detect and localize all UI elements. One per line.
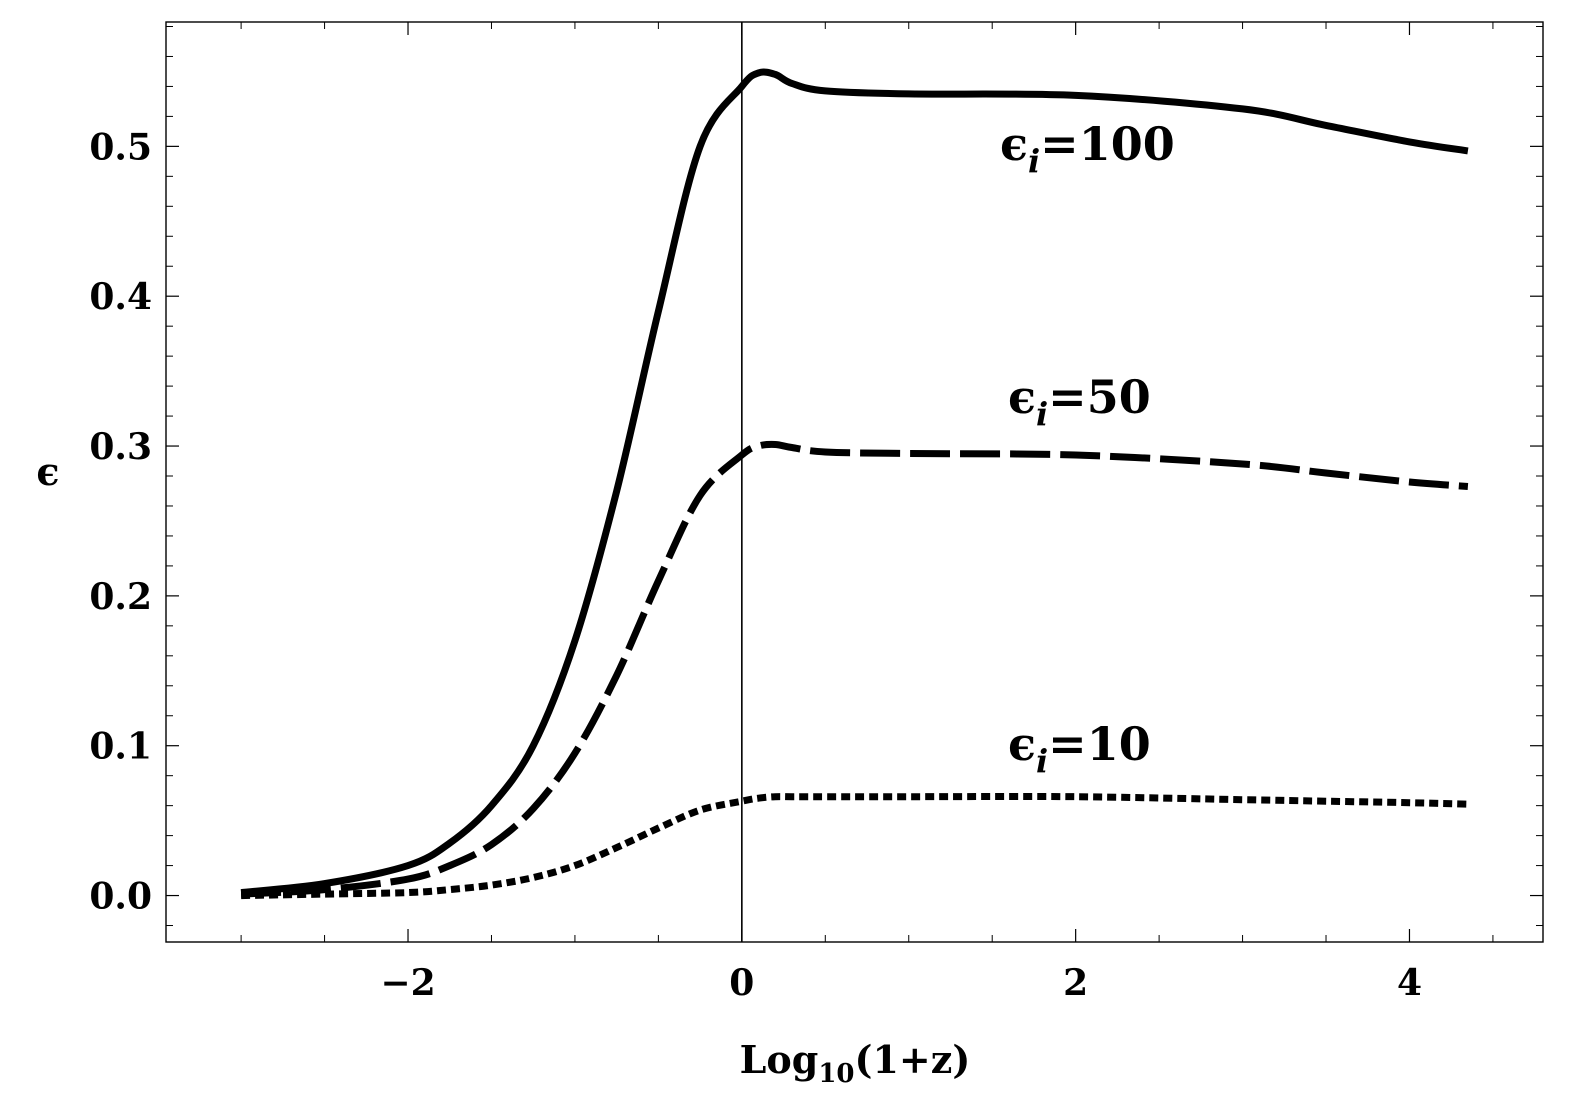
y-tick-labels: 0.0 0.1 0.2 0.3 0.4 0.5 [89,126,152,917]
plot-frame [165,21,1544,943]
x-tick-label: 2 [1063,962,1088,1004]
series-label: ϵi=100 [1000,117,1175,180]
x-axis-title-subscript: 10 [818,1059,854,1089]
series-label: ϵi=10 [1008,717,1151,780]
series-label-base: ϵ [1008,370,1036,424]
series-label-rest: =50 [1048,370,1151,424]
series-label-rest: =100 [1040,117,1175,171]
y-tick-label: 0.0 [89,876,152,918]
plot-area-border [165,21,1544,943]
series-label-subscript: i [1036,742,1048,780]
series-label-subscript: i [1028,142,1040,180]
y-tick-label: 0.5 [89,126,152,168]
major-ticks [166,22,1543,942]
x-tick-label: 0 [729,962,754,1004]
y-axis-title: ϵ [36,449,59,494]
x-tick-labels: −2 0 2 4 [380,962,1422,1004]
series-label-base: ϵ [1008,717,1036,771]
series-lines [240,68,1469,900]
x-tick-label: 4 [1397,962,1422,1004]
y-tick-label: 0.4 [89,276,152,318]
y-tick-label: 0.2 [89,576,152,618]
x-axis-title: Log10(1+z) [740,1037,971,1089]
series-label-base: ϵ [1000,117,1028,171]
series-label-rest: =10 [1048,717,1151,771]
x-tick-label: −2 [380,962,435,1004]
x-axis-title-rest: (1+z) [855,1037,971,1082]
series-label: ϵi=50 [1008,370,1151,433]
series-label-subscript: i [1036,395,1048,433]
minor-ticks [166,22,1543,942]
series-line-dotted [241,792,1468,900]
series-line-dashed [240,440,1469,898]
x-axis-title-base: Log [740,1037,819,1082]
y-tick-label: 0.1 [89,726,152,768]
series-line-solid [240,68,1469,897]
y-tick-label: 0.3 [89,426,152,468]
